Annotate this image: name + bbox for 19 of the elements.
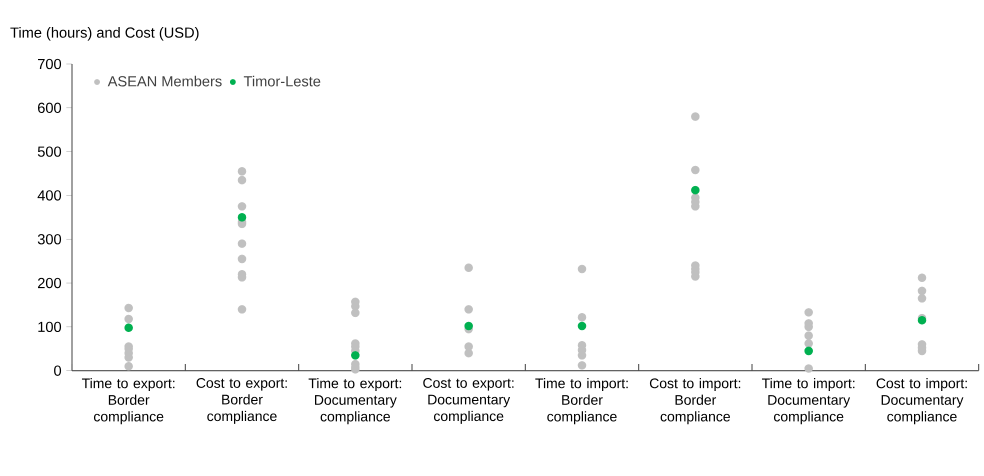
x-tick-label: Cost to import: Documentary compliance: [876, 378, 967, 424]
y-tick-label: 0: [54, 366, 62, 376]
x-tick-label: Cost to import: Border compliance: [650, 378, 740, 424]
x-tick-label: Time to import: Documentary compliance: [762, 378, 854, 424]
y-tick-label: 100: [38, 322, 62, 332]
y-tick-label: 600: [38, 102, 62, 113]
x-tick-label: Time to export: Documentary compliance: [308, 378, 402, 424]
x-tick-label: Time to export: Border compliance: [82, 378, 174, 424]
x-tick-label: Time to import: Border compliance: [535, 378, 628, 424]
y-tick-label: 400: [38, 190, 62, 201]
legend-label: Timor-Leste: [244, 76, 320, 86]
x-tick-label: Cost to export: Documentary compliance: [423, 378, 514, 424]
y-tick-label: 500: [38, 146, 62, 157]
y-tick-label: 200: [38, 278, 62, 288]
legend-label: ASEAN Members: [108, 76, 222, 86]
y-tick-label: 300: [38, 234, 62, 244]
y-axis-title: Time (hours) and Cost (USD): [10, 27, 199, 41]
y-tick-label: 700: [38, 58, 62, 70]
x-tick-label: Cost to export: Border compliance: [196, 378, 287, 424]
